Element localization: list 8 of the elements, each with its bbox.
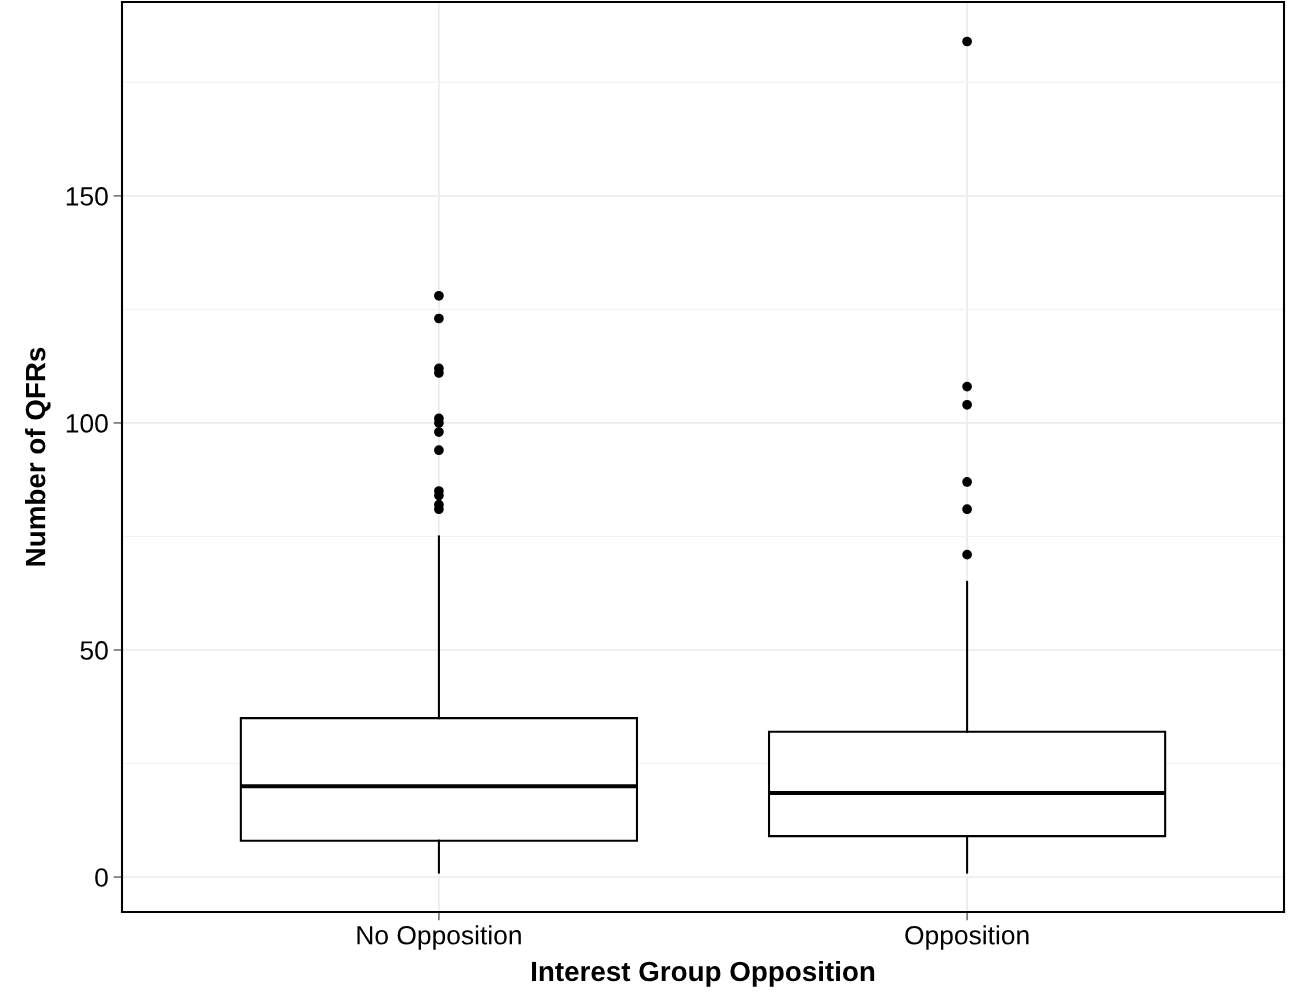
x-tick-label: No Opposition <box>357 925 521 950</box>
x-axis-title: Interest Group Opposition <box>532 960 875 987</box>
y-axis-title: Number of QFRs <box>25 347 51 566</box>
y-tick-label: 50 <box>80 641 108 660</box>
y-tick-label: 150 <box>66 187 108 206</box>
x-tick-label: Opposition <box>905 925 1029 950</box>
y-tick-label: 0 <box>95 868 108 887</box>
y-tick-label: 100 <box>66 414 108 433</box>
